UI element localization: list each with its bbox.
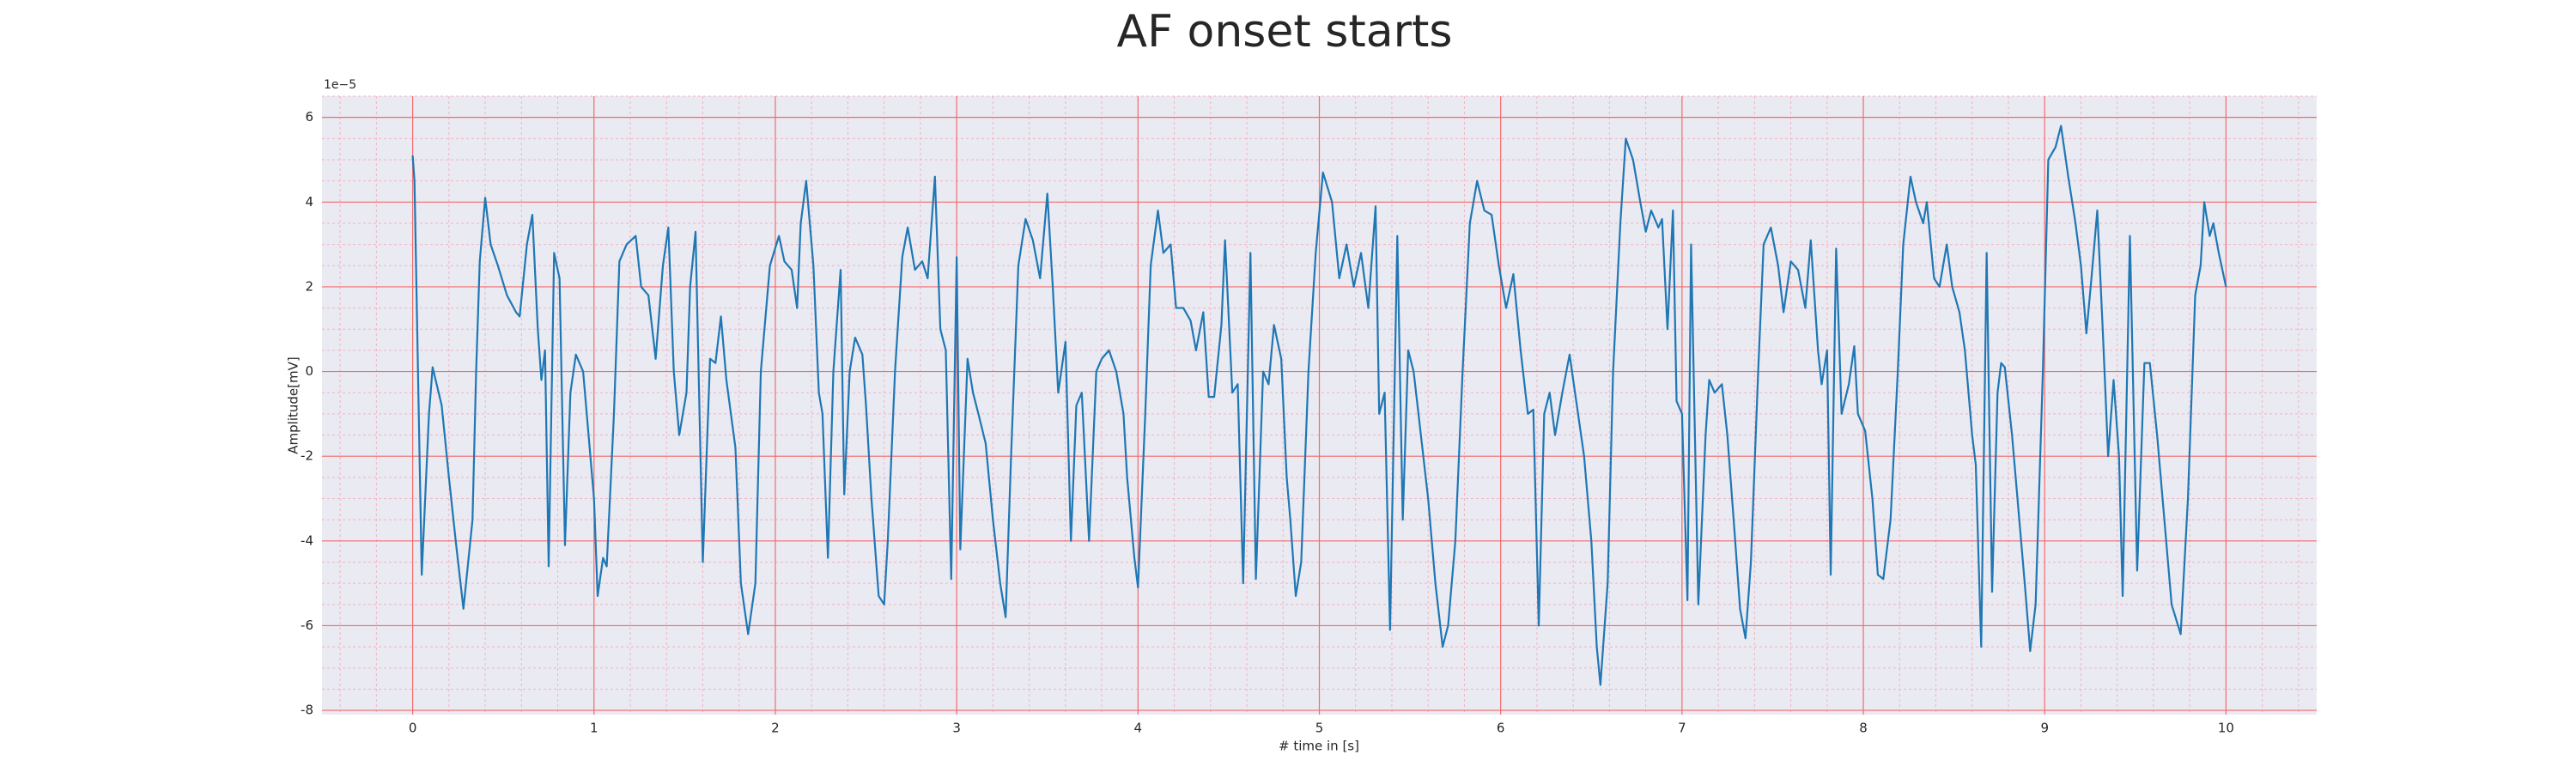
y-tick-label: 4 [305, 194, 313, 210]
grid [322, 95, 2317, 715]
x-tick-label: 10 [2218, 721, 2234, 736]
x-tick-label: 1 [590, 721, 598, 736]
y-tick-label: -2 [301, 448, 313, 464]
chart-title: AF onset starts [1117, 6, 1453, 58]
x-tick-label: 6 [1497, 721, 1505, 736]
x-tick-label: 7 [1678, 721, 1686, 736]
y-tick-label: 6 [305, 109, 313, 125]
x-tick-label: 5 [1315, 721, 1324, 736]
y-tick-label: -4 [301, 533, 313, 548]
y-axis-label: Amplitude[mV] [286, 356, 301, 453]
x-tick-label: 3 [952, 721, 961, 736]
x-tick-label: 8 [1859, 721, 1868, 736]
x-tick-label: 0 [409, 721, 417, 736]
x-axis-label: # time in [s] [1279, 739, 1359, 754]
y-tick-label: -8 [301, 703, 313, 718]
signal-line [411, 125, 2227, 686]
x-tick-label: 4 [1134, 721, 1143, 736]
x-tick-label: 9 [2040, 721, 2049, 736]
y-tick-label: 2 [305, 278, 313, 294]
y-tick-label: -6 [301, 618, 313, 633]
y-tick-label: 0 [305, 363, 313, 379]
x-tick-label: 2 [771, 721, 780, 736]
y-offset-text: 1e−5 [324, 78, 356, 92]
